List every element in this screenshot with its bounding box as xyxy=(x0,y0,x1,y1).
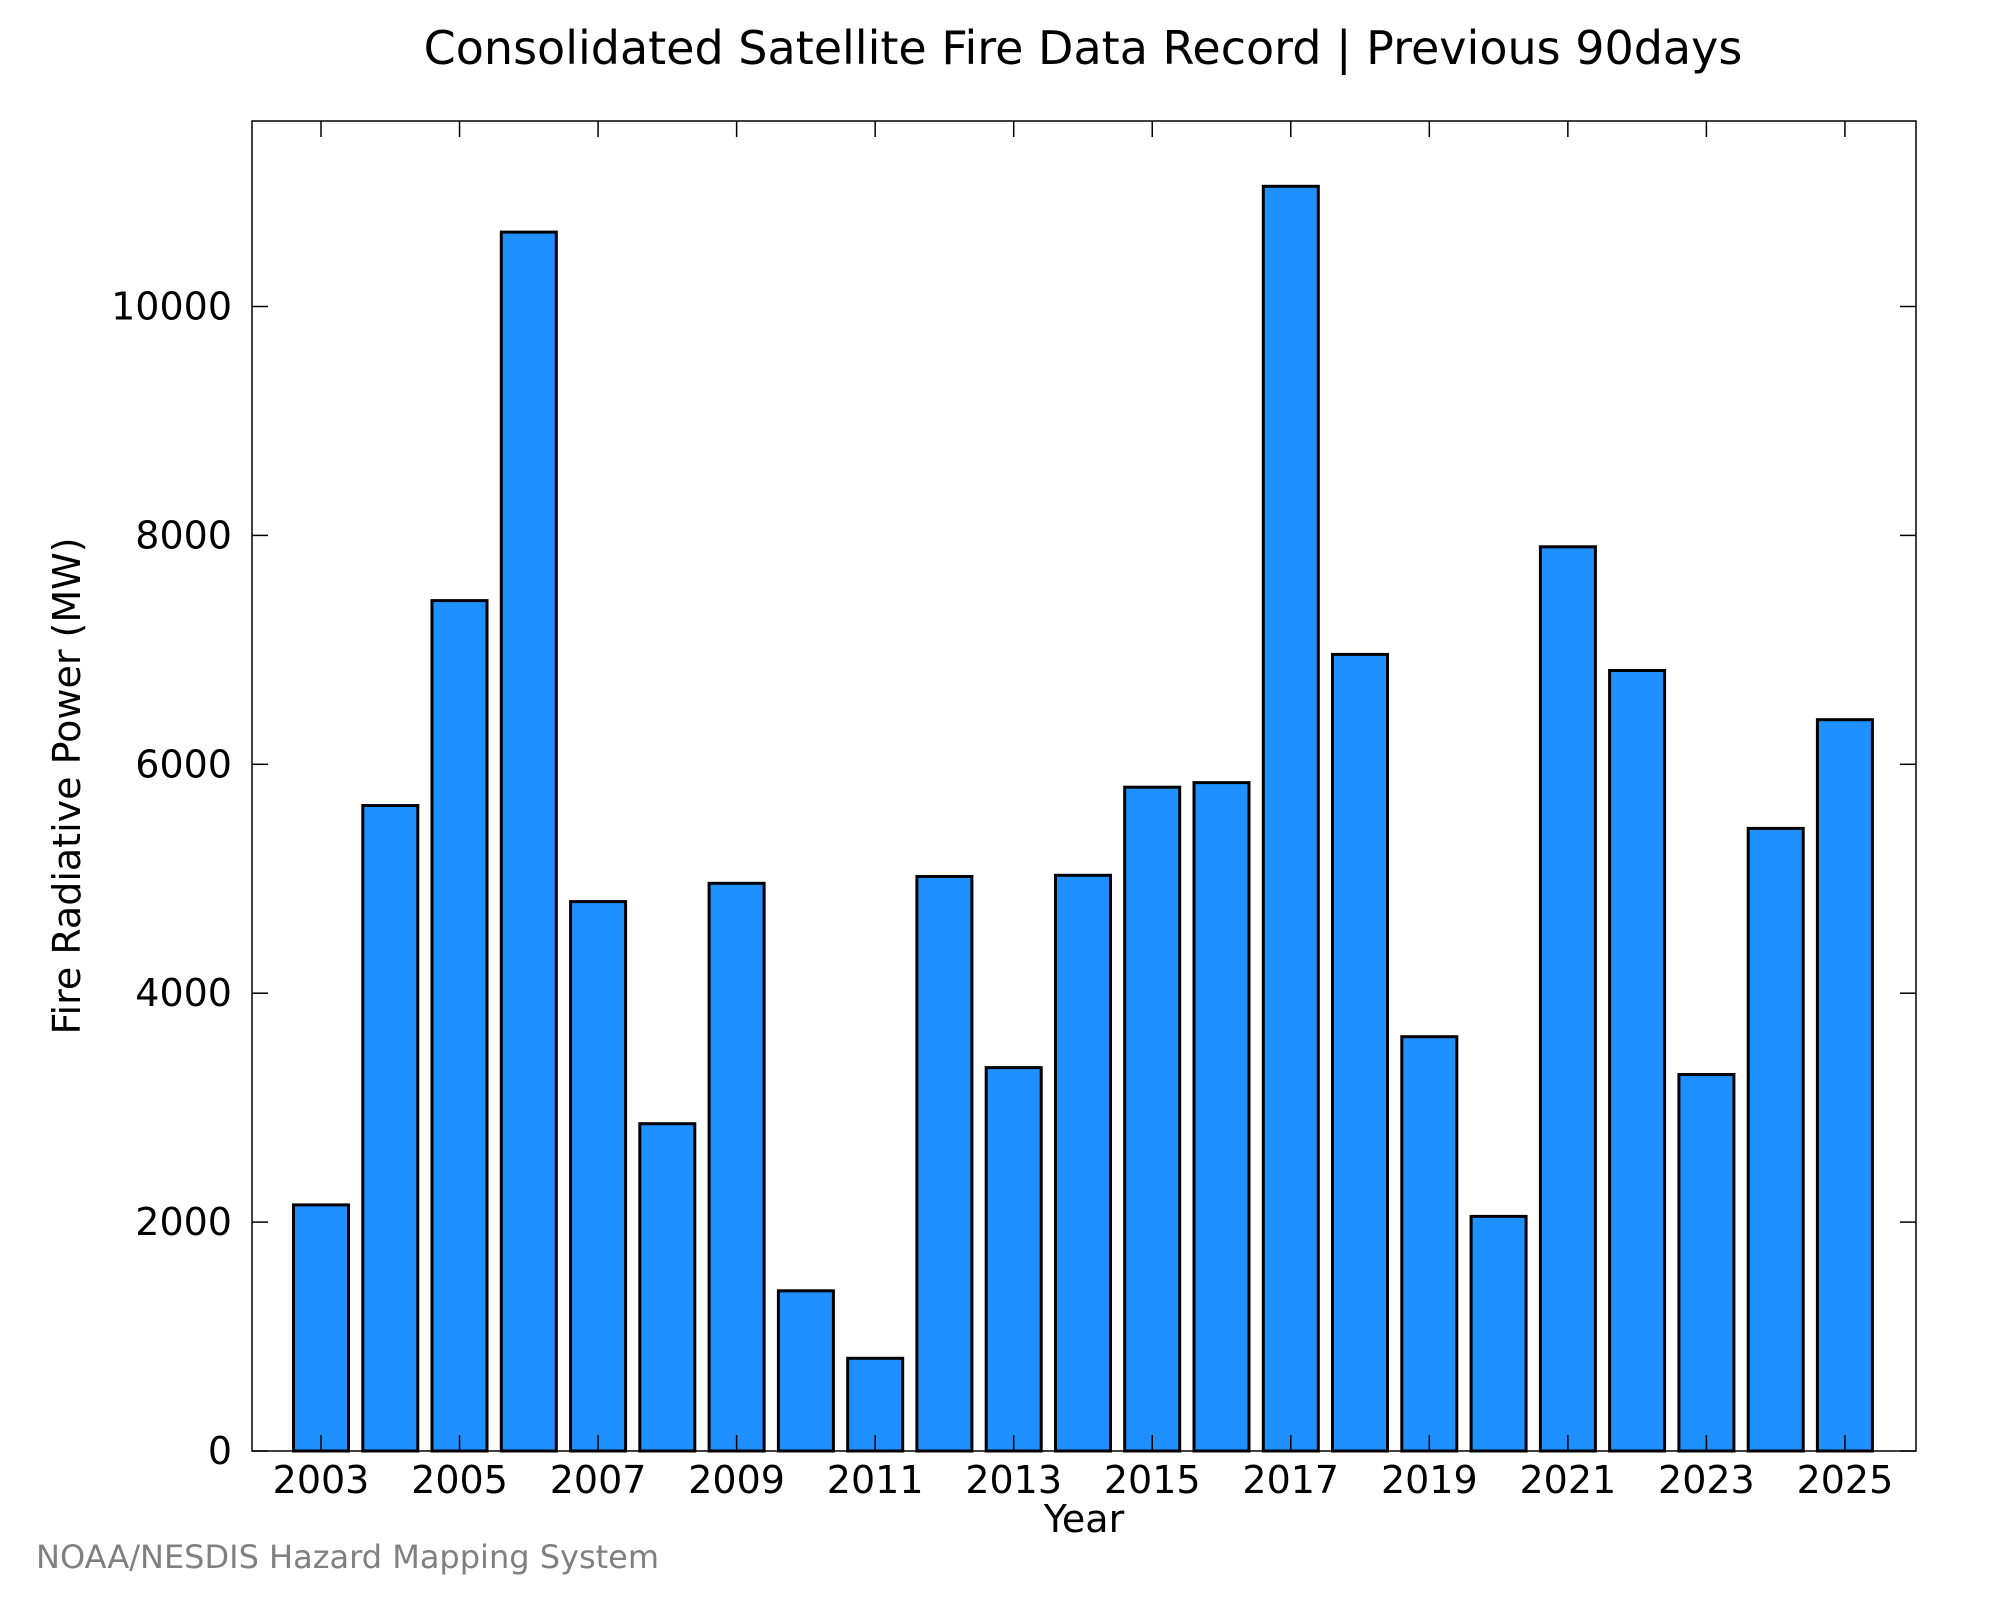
ticks-layer: 2003 2005 2007 2009 2011 2013 2015 2017 2019 2021… xyxy=(111,121,1916,1502)
chart-title: Consolidated Satellite Fire Data Record … xyxy=(424,21,1743,76)
bars-layer xyxy=(292,184,1874,1453)
bar-2021 xyxy=(1538,545,1597,1453)
bar-2006 xyxy=(499,230,558,1453)
x-tick-label-2003: 2003 xyxy=(273,1458,370,1502)
bar-2014 xyxy=(1054,873,1112,1453)
bar-2017 xyxy=(1261,184,1320,1453)
bar-2003 xyxy=(292,1203,350,1453)
y-axis-label: Fire Radiative Power (MW) xyxy=(45,537,89,1034)
bar-2023 xyxy=(1677,1073,1736,1453)
bar-2018 xyxy=(1331,652,1389,1453)
y-tick-label-4000: 4000 xyxy=(135,971,232,1015)
x-tick-label-2025: 2025 xyxy=(1797,1458,1894,1502)
y-tick-label-2000: 2000 xyxy=(135,1200,232,1244)
bar-2005 xyxy=(430,599,489,1453)
plot-frame xyxy=(251,120,1917,1452)
x-tick-label-2005: 2005 xyxy=(411,1458,508,1502)
x-tick-label-2013: 2013 xyxy=(965,1458,1062,1502)
bar-2010 xyxy=(776,1289,835,1453)
bar-2016 xyxy=(1192,781,1251,1453)
x-tick-label-2015: 2015 xyxy=(1104,1458,1201,1502)
bar-2004 xyxy=(361,804,420,1453)
bar-2022 xyxy=(1608,669,1667,1453)
bar-2019 xyxy=(1400,1035,1459,1453)
y-tick-label-0: 0 xyxy=(208,1429,232,1473)
x-tick-label-2019: 2019 xyxy=(1381,1458,1478,1502)
x-tick-label-2023: 2023 xyxy=(1658,1458,1755,1502)
bar-2008 xyxy=(638,1122,697,1453)
x-tick-label-2021: 2021 xyxy=(1520,1458,1617,1502)
y-tick-label-10000: 10000 xyxy=(111,285,232,329)
x-tick-label-2011: 2011 xyxy=(827,1458,924,1502)
x-tick-label-2007: 2007 xyxy=(550,1458,647,1502)
footer-credit: NOAA/NESDIS Hazard Mapping System xyxy=(36,1538,660,1576)
bar-2012 xyxy=(915,875,974,1453)
x-tick-label-2017: 2017 xyxy=(1242,1458,1339,1502)
y-tick-label-8000: 8000 xyxy=(135,513,232,557)
x-axis-label: Year xyxy=(1043,1497,1125,1541)
bar-2009 xyxy=(707,881,766,1453)
bar-2024 xyxy=(1746,826,1805,1453)
bar-2025 xyxy=(1815,718,1874,1453)
bar-2013 xyxy=(984,1066,1043,1453)
bar-2015 xyxy=(1123,785,1182,1453)
y-tick-label-6000: 6000 xyxy=(135,742,232,786)
bar-2007 xyxy=(569,900,628,1453)
bar-2020 xyxy=(1469,1214,1528,1453)
x-tick-label-2009: 2009 xyxy=(688,1458,785,1502)
